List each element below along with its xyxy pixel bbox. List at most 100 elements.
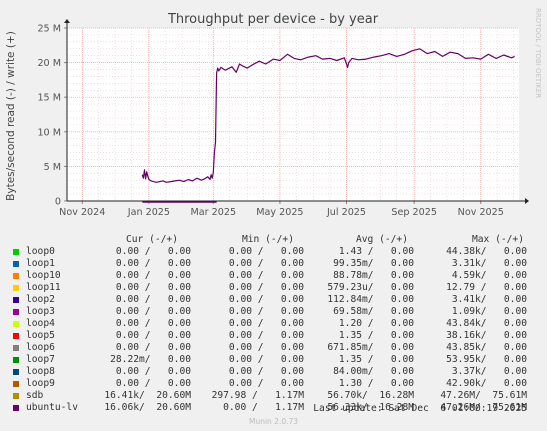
legend-swatch [13, 249, 19, 255]
legend-avg: 1.20 / 0.00 [338, 318, 414, 329]
legend-min: 0.00 / 0.00 [228, 282, 304, 293]
legend-avg: 99.35m/ 0.00 [333, 258, 414, 269]
legend-max: 53.95k/ 0.00 [446, 354, 527, 365]
legend-row-loop10: loop10 0.00 / 0.00 0.00 / 0.00 88.78m/ 0.00… [0, 270, 547, 282]
legend-avg: 56.70k/ 16.28M [327, 390, 414, 401]
legend-cur: 0.00 / 0.00 [115, 282, 191, 293]
legend-swatch [13, 297, 19, 303]
legend-avg: 1.43 / 0.00 [338, 246, 414, 257]
legend-cur: 0.00 / 0.00 [115, 306, 191, 317]
legend-max: 43.85k/ 0.00 [446, 342, 527, 353]
legend-row-loop9: loop9 0.00 / 0.00 0.00 / 0.00 1.30 / 0.00 42… [0, 378, 547, 390]
legend-name: loop3 [26, 306, 55, 317]
series-group [141, 48, 515, 203]
legend-cur: 0.00 / 0.00 [115, 342, 191, 353]
legend-cur: 0.00 / 0.00 [115, 294, 191, 305]
legend-cur: 0.00 / 0.00 [115, 378, 191, 389]
legend-swatch [13, 321, 19, 327]
x-tick-label: Sep 2025 [391, 207, 437, 218]
legend-row-sdb: sdb 16.41k/ 20.60M 297.98 / 1.17M 56.70k/ 1… [0, 390, 547, 402]
last-update: Last update: Sat Dec 6 01:00:19 2025 [313, 403, 527, 414]
legend-name: ubuntu-lv [26, 402, 78, 413]
legend-swatch [13, 393, 19, 399]
legend-cur: 0.00 / 0.00 [115, 330, 191, 341]
y-tick-label: 20 M [37, 58, 61, 69]
legend-avg: 88.78m/ 0.00 [333, 270, 414, 281]
legend-header-min: Min (-/+) [242, 234, 294, 245]
legend-name: loop2 [26, 294, 55, 305]
legend-min: 0.00 / 0.00 [228, 246, 304, 257]
legend-row-loop8: loop8 0.00 / 0.00 0.00 / 0.00 84.00m/ 0.00 3… [0, 366, 547, 378]
legend-swatch [13, 285, 19, 291]
y-tick-label: 10 M [37, 127, 61, 138]
legend-row-loop4: loop4 0.00 / 0.00 0.00 / 0.00 1.20 / 0.00 43… [0, 318, 547, 330]
legend-max: 44.38k/ 0.00 [446, 246, 527, 257]
legend-row-loop0: loop0 0.00 / 0.00 0.00 / 0.00 1.43 / 0.00 44… [0, 246, 547, 258]
legend-avg: 671.85m/ 0.00 [327, 342, 414, 353]
legend-min: 0.00 / 0.00 [228, 366, 304, 377]
chart-title: Throughput per device - by year [167, 12, 379, 27]
legend-swatch [13, 369, 19, 375]
legend-min: 0.00 / 0.00 [228, 258, 304, 269]
legend-name: loop1 [26, 258, 55, 269]
legend-avg: 1.30 / 0.00 [338, 378, 414, 389]
watermark: RRDTOOL / TOBI OETIKER [534, 8, 542, 98]
throughput-chart: Throughput per device - by year Bytes/se… [5, 8, 542, 218]
legend-min: 297.98 / 1.17M [211, 390, 304, 401]
y-tick-label: 0 [55, 197, 61, 208]
legend-max: 47.26M/ 75.61M [440, 390, 527, 401]
x-tick-label: Nov 2025 [458, 207, 504, 218]
legend-max: 12.79 / 0.00 [446, 282, 527, 293]
legend-cur: 0.00 / 0.00 [115, 366, 191, 377]
legend-name: loop11 [26, 282, 61, 293]
legend-row-loop7: loop7 28.22m/ 0.00 0.00 / 0.00 1.35 / 0.00 5… [0, 354, 547, 366]
legend-min: 0.00 / 1.17M [223, 402, 304, 413]
legend-max: 3.37k/ 0.00 [451, 366, 527, 377]
legend-name: sdb [26, 390, 44, 401]
x-tick-label: Mar 2025 [191, 207, 237, 218]
grid [67, 27, 519, 201]
legend-name: loop7 [26, 354, 55, 365]
legend-min: 0.00 / 0.00 [228, 294, 304, 305]
legend-min: 0.00 / 0.00 [228, 306, 304, 317]
y-axis-ticks: 0 5 M 10 M 15 M 20 M 25 M [37, 24, 67, 208]
x-tick-label: Jan 2025 [127, 207, 170, 218]
legend-name: loop9 [26, 378, 55, 389]
legend-cur: 28.22m/ 0.00 [110, 354, 191, 365]
legend-row-loop3: loop3 0.00 / 0.00 0.00 / 0.00 69.58m/ 0.00 1… [0, 306, 547, 318]
x-tick-label: May 2025 [256, 207, 303, 218]
legend-cur: 16.06k/ 20.60M [104, 402, 191, 413]
legend-max: 1.09k/ 0.00 [451, 306, 527, 317]
x-tick-label: Nov 2024 [59, 207, 105, 218]
legend-name: loop6 [26, 342, 55, 353]
legend-cur: 16.41k/ 20.60M [104, 390, 191, 401]
legend-cur: 0.00 / 0.00 [115, 246, 191, 257]
legend-row-loop5: loop5 0.00 / 0.00 0.00 / 0.00 1.35 / 0.00 38… [0, 330, 547, 342]
legend-swatch [13, 309, 19, 315]
legend-swatch [13, 333, 19, 339]
legend-swatch [13, 381, 19, 387]
legend-max: 43.84k/ 0.00 [446, 318, 527, 329]
y-tick-label: 5 M [44, 162, 61, 173]
legend-row-loop6: loop6 0.00 / 0.00 0.00 / 0.00 671.85m/ 0.00… [0, 342, 547, 354]
legend-row-loop1: loop1 0.00 / 0.00 0.00 / 0.00 99.35m/ 0.00 3… [0, 258, 547, 270]
legend-cur: 0.00 / 0.00 [115, 270, 191, 281]
legend-name: loop5 [26, 330, 55, 341]
munin-credit: Munin 2.0.73 [248, 417, 299, 426]
y-tick-label: 15 M [37, 93, 61, 104]
legend-max: 3.31k/ 0.00 [451, 258, 527, 269]
series-line-ubuntu-lv [141, 48, 515, 183]
y-tick-label: 25 M [37, 24, 61, 35]
legend-avg: 84.00m/ 0.00 [333, 366, 414, 377]
y-axis-label: Bytes/second read (-) / write (+) [5, 31, 17, 201]
legend-name: loop8 [26, 366, 55, 377]
legend-row-loop11: loop11 0.00 / 0.00 0.00 / 0.00 579.23u/ 0.0… [0, 282, 547, 294]
legend-max: 42.90k/ 0.00 [446, 378, 527, 389]
legend-header-cur: Cur (-/+) [126, 234, 178, 245]
axes [64, 19, 529, 204]
legend-avg: 579.23u/ 0.00 [327, 282, 414, 293]
x-axis-arrow [525, 198, 529, 204]
legend-min: 0.00 / 0.00 [228, 354, 304, 365]
legend-min: 0.00 / 0.00 [228, 318, 304, 329]
x-axis-ticks: Nov 2024 Jan 2025 Mar 2025 May 2025 Jul 2025… [59, 201, 504, 218]
